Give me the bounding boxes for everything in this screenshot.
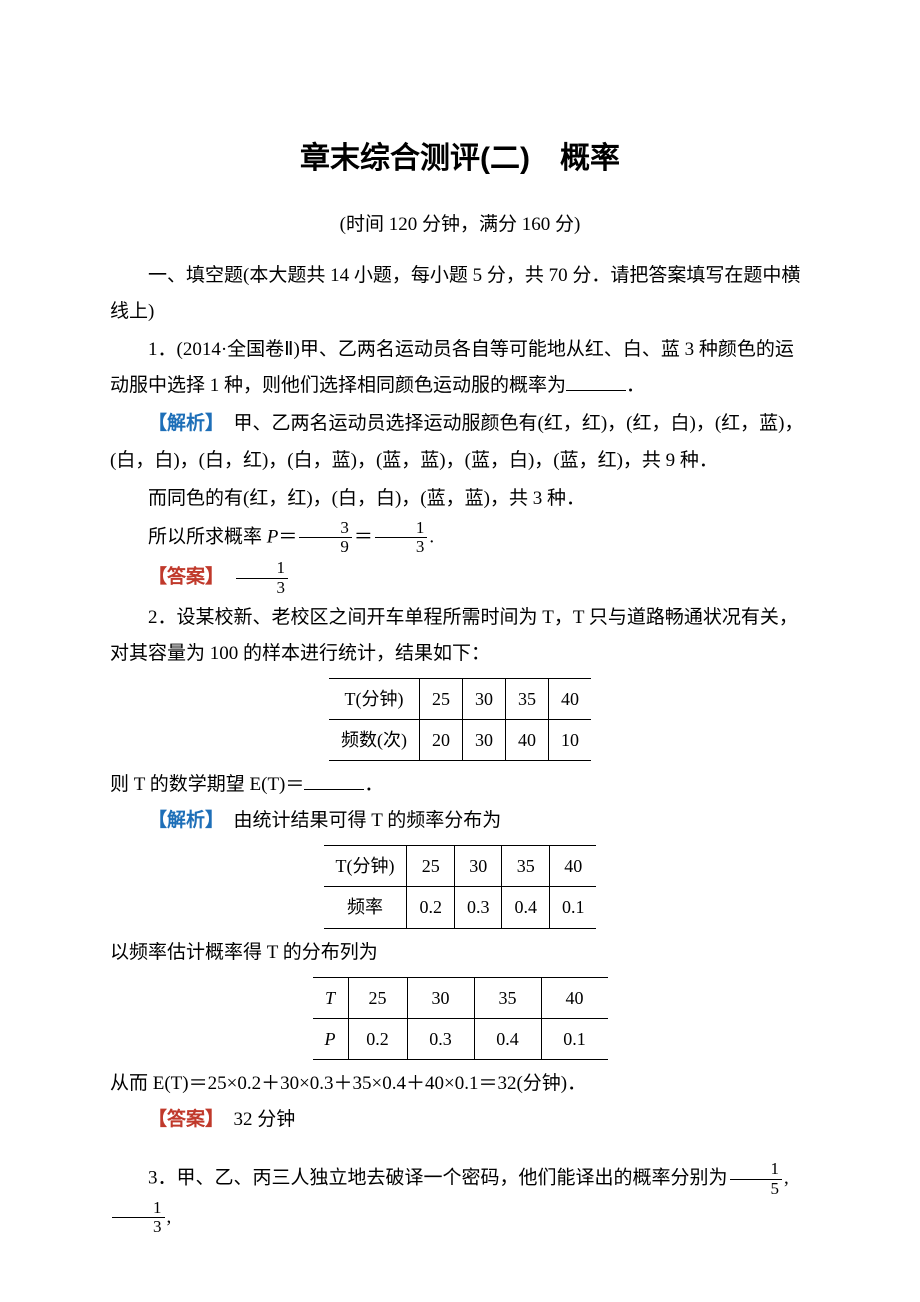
table-row: 频率 0.2 0.3 0.4 0.1 bbox=[324, 887, 597, 928]
table-row: T 25 30 35 40 bbox=[313, 977, 608, 1018]
eq1: ＝ bbox=[278, 526, 297, 547]
cell: 30 bbox=[463, 719, 506, 760]
frac-1-3b: 13 bbox=[112, 1199, 165, 1237]
q2-answer: 【答案】 32 分钟 bbox=[110, 1102, 810, 1138]
table-row: T(分钟) 25 30 35 40 bbox=[324, 846, 597, 887]
cell: 25 bbox=[420, 678, 463, 719]
frac-num: 1 bbox=[730, 1160, 783, 1180]
q2-jiexi-text: 由统计结果可得 T 的频率分布为 bbox=[215, 810, 502, 831]
cell: 0.1 bbox=[549, 887, 596, 928]
table-row: 频数(次) 20 30 40 10 bbox=[329, 719, 591, 760]
q2-et-tail: ． bbox=[364, 774, 383, 795]
cell: 35 bbox=[474, 977, 541, 1018]
jiexi-label: 【解析】 bbox=[148, 810, 215, 831]
cell: 10 bbox=[549, 719, 592, 760]
cell: 35 bbox=[506, 678, 549, 719]
q2-table-1: T(分钟) 25 30 35 40 频数(次) 20 30 40 10 bbox=[329, 678, 591, 761]
cell: 0.3 bbox=[454, 887, 502, 928]
cell: 0.4 bbox=[502, 887, 550, 928]
cell: 40 bbox=[549, 678, 592, 719]
cell: 25 bbox=[407, 846, 455, 887]
cell: 30 bbox=[463, 678, 506, 719]
eq2: ＝ bbox=[354, 526, 373, 547]
frac-num: 3 bbox=[299, 519, 352, 539]
cell: 20 bbox=[420, 719, 463, 760]
cell: 0.3 bbox=[407, 1018, 474, 1059]
q1-blank bbox=[566, 372, 626, 391]
q3-stem-text: 3．甲、乙、丙三人独立地去破译一个密码，他们能译出的概率分别为 bbox=[148, 1168, 728, 1189]
spacer bbox=[110, 1140, 810, 1160]
frac-den: 9 bbox=[299, 538, 352, 557]
jiexi-label: 【解析】 bbox=[148, 413, 215, 434]
q1-jiexi-line1: 【解析】 甲、乙两名运动员选择运动服颜色有(红，红)，(红，白)，(红，蓝)，(… bbox=[110, 406, 810, 478]
frac-num: 1 bbox=[375, 519, 428, 539]
daan-label: 【答案】 bbox=[148, 1109, 215, 1130]
q1-answer: 【答案】 13 bbox=[110, 559, 810, 597]
exam-meta: (时间 120 分钟，满分 160 分) bbox=[110, 207, 810, 243]
q1-stem-tail: ． bbox=[626, 375, 645, 396]
cell: 40 bbox=[549, 846, 596, 887]
cell: 0.2 bbox=[407, 887, 455, 928]
q2-ans-text: 32 分钟 bbox=[215, 1109, 296, 1130]
q2-calc: 从而 E(T)＝25×0.2＋30×0.3＋35×0.4＋40×0.1＝32(分… bbox=[110, 1066, 810, 1102]
cell-header: 频率 bbox=[324, 887, 407, 928]
frac-1-3: 13 bbox=[375, 519, 428, 557]
p-var: P bbox=[325, 1029, 336, 1049]
frac-den: 5 bbox=[730, 1180, 783, 1199]
comma: , bbox=[784, 1168, 789, 1189]
q1-jiexi-pre: 所以所求概率 bbox=[148, 526, 267, 547]
q2-et-text: 则 T 的数学期望 E(T)＝ bbox=[110, 774, 304, 795]
q3-tail: , bbox=[167, 1206, 172, 1227]
q2-stem: 2．设某校新、老校区之间开车单程所需时间为 T，T 只与道路畅通状况有关，对其容… bbox=[110, 600, 810, 672]
cell-header: P bbox=[313, 1018, 349, 1059]
cell-header: T(分钟) bbox=[324, 846, 407, 887]
q3-stem: 3．甲、乙、丙三人独立地去破译一个密码，他们能译出的概率分别为15,13, bbox=[110, 1160, 810, 1237]
cell-header: 频数(次) bbox=[329, 719, 420, 760]
cell: 0.4 bbox=[474, 1018, 541, 1059]
frac-num: 1 bbox=[112, 1199, 165, 1219]
t-var: T bbox=[325, 988, 335, 1008]
page-title: 章末综合测评(二) 概率 bbox=[110, 130, 810, 187]
cell: 25 bbox=[348, 977, 407, 1018]
daan-label: 【答案】 bbox=[148, 567, 215, 588]
cell: 30 bbox=[454, 846, 502, 887]
p-var: P bbox=[267, 526, 279, 547]
q1-ans-frac: 13 bbox=[236, 559, 289, 597]
q2-after-t2: 以频率估计概率得 T 的分布列为 bbox=[110, 935, 810, 971]
cell: 0.2 bbox=[348, 1018, 407, 1059]
cell-header: T(分钟) bbox=[329, 678, 420, 719]
cell: 40 bbox=[541, 977, 608, 1018]
cell: 35 bbox=[502, 846, 550, 887]
q2-table-3: T 25 30 35 40 P 0.2 0.3 0.4 0.1 bbox=[313, 977, 608, 1060]
q2-after-t1: 则 T 的数学期望 E(T)＝ ． bbox=[110, 767, 810, 803]
q2-jiexi-intro: 【解析】 由统计结果可得 T 的频率分布为 bbox=[110, 803, 810, 839]
q1-jiexi-line3: 所以所求概率 P＝39＝13. bbox=[110, 519, 810, 557]
frac-den: 3 bbox=[112, 1218, 165, 1237]
q1-stem-text: 1．(2014·全国卷Ⅱ)甲、乙两名运动员各自等可能地从红、白、蓝 3 种颜色的… bbox=[110, 339, 794, 396]
q1-stem: 1．(2014·全国卷Ⅱ)甲、乙两名运动员各自等可能地从红、白、蓝 3 种颜色的… bbox=[110, 332, 810, 404]
cell-header: T bbox=[313, 977, 349, 1018]
cell: 0.1 bbox=[541, 1018, 608, 1059]
q2-blank bbox=[304, 771, 364, 790]
cell: 40 bbox=[506, 719, 549, 760]
q1-jiexi-line2: 而同色的有(红，红)，(白，白)，(蓝，蓝)，共 3 种． bbox=[110, 481, 810, 517]
period: . bbox=[429, 526, 434, 547]
cell: 30 bbox=[407, 977, 474, 1018]
frac-num: 1 bbox=[236, 559, 289, 579]
frac-1-5: 15 bbox=[730, 1160, 783, 1198]
frac-den: 3 bbox=[375, 538, 428, 557]
q2-table-2: T(分钟) 25 30 35 40 频率 0.2 0.3 0.4 0.1 bbox=[324, 845, 597, 928]
section-heading: 一、填空题(本大题共 14 小题，每小题 5 分，共 70 分．请把答案填写在题… bbox=[110, 258, 810, 330]
q1-jiexi-text1: 甲、乙两名运动员选择运动服颜色有(红，红)，(红，白)，(红，蓝)，(白，白)，… bbox=[110, 413, 803, 470]
table-row: P 0.2 0.3 0.4 0.1 bbox=[313, 1018, 608, 1059]
frac-3-9: 39 bbox=[299, 519, 352, 557]
table-row: T(分钟) 25 30 35 40 bbox=[329, 678, 591, 719]
frac-den: 3 bbox=[236, 579, 289, 598]
